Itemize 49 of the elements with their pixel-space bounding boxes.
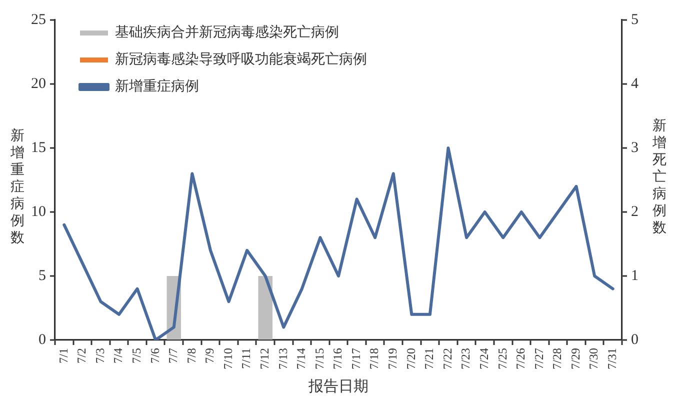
y-tick-label: 15 [31, 140, 46, 156]
y-tick-label: 10 [31, 204, 46, 220]
legend-label: 新增重症病例 [115, 78, 199, 95]
x-tick-label: 7/19 [386, 348, 400, 370]
x-tick-label: 7/26 [514, 348, 528, 370]
x-tick-label: 7/7 [166, 348, 180, 364]
y2-tick-label: 1 [631, 268, 638, 284]
x-tick-label: 7/22 [440, 348, 454, 370]
x-tick-label: 7/28 [550, 348, 564, 370]
x-tick-label: 7/11 [239, 348, 254, 369]
x-tick-label: 7/29 [568, 348, 582, 370]
x-tick-label: 7/10 [220, 348, 235, 370]
y2-tick-label: 0 [631, 332, 638, 348]
y-tick-label: 5 [38, 268, 46, 284]
y-tick-label: 25 [31, 12, 46, 28]
x-tick-label: 7/8 [184, 348, 198, 364]
x-tick-label: 7/14 [294, 348, 308, 370]
y2-tick-label: 2 [631, 204, 638, 220]
x-tick-label: 7/21 [422, 348, 436, 370]
x-tick-label: 7/17 [348, 348, 363, 370]
x-tick-label: 7/4 [111, 348, 126, 364]
x-tick-label: 7/12 [257, 348, 272, 370]
x-tick-label: 7/20 [404, 348, 418, 370]
x-tick-label: 7/1 [56, 348, 70, 364]
x-tick-label: 7/13 [276, 348, 290, 370]
x-axis-title: 报告日期 [308, 378, 368, 395]
x-tick-label: 7/16 [330, 348, 345, 370]
y-tick-label: 20 [31, 76, 46, 92]
x-tick-label: 7/18 [367, 348, 382, 370]
x-tick-label: 7/25 [495, 348, 510, 370]
y2-axis-title: 新增死亡病例数 [652, 118, 667, 237]
x-tick-label: 7/3 [92, 348, 107, 364]
x-tick-label: 7/30 [586, 348, 601, 370]
x-tick-label: 7/2 [74, 348, 89, 364]
y2-tick-label: 4 [631, 76, 639, 92]
x-tick-label: 7/5 [129, 348, 144, 364]
y2-tick-label: 3 [631, 140, 638, 156]
y2-tick-label: 5 [631, 12, 638, 28]
x-tick-label: 7/15 [312, 348, 326, 370]
x-tick-label: 7/31 [605, 348, 620, 370]
x-tick-label: 7/27 [532, 348, 546, 370]
x-tick-label: 7/9 [202, 348, 217, 364]
x-tick-label: 7/6 [148, 348, 162, 364]
x-tick-label: 7/23 [458, 348, 473, 370]
legend-label: 基础疾病合并新冠病毒感染死亡病例 [115, 24, 339, 41]
y-axis-title: 新增重症病例数 [10, 128, 25, 247]
x-tick-label: 7/24 [476, 348, 491, 370]
legend-label: 新冠病毒感染导致呼吸功能衰竭死亡病例 [115, 52, 367, 68]
y-tick-label: 0 [38, 332, 46, 348]
